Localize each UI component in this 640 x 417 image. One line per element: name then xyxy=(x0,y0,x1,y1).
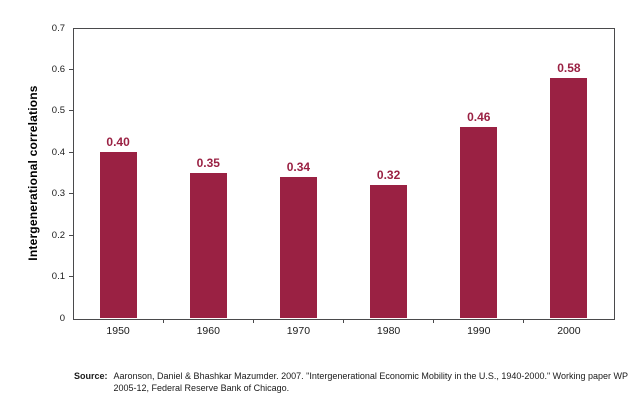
x-axis-tick-label: 1980 xyxy=(376,325,401,337)
x-axis-tick-label: 1960 xyxy=(196,325,220,337)
y-axis-tick xyxy=(69,234,73,236)
bar xyxy=(550,77,588,318)
bar xyxy=(370,185,408,318)
bar xyxy=(189,173,227,318)
y-axis-tick xyxy=(69,276,73,278)
x-axis-tick xyxy=(343,319,344,323)
y-axis-tick xyxy=(69,110,73,112)
x-axis-tick xyxy=(162,319,164,323)
x-axis-tick-label: 2000 xyxy=(557,325,581,337)
plot-area xyxy=(73,28,615,320)
y-axis-tick-label: 0.2 xyxy=(51,229,65,241)
bar xyxy=(460,127,498,318)
y-axis-tick xyxy=(69,68,73,70)
bar xyxy=(279,177,317,318)
y-axis-tick-label: 0.7 xyxy=(51,22,65,34)
y-axis-tick-label: 0.4 xyxy=(51,146,65,158)
bar-value-label: 0.35 xyxy=(196,156,220,170)
x-axis-tick-label: 1990 xyxy=(467,325,491,337)
x-axis-tick xyxy=(252,319,254,323)
bar-value-label: 0.34 xyxy=(286,160,311,175)
y-axis-tick-label: 0.5 xyxy=(51,105,65,117)
bar-value-label: 0.40 xyxy=(106,135,130,150)
y-axis-tick-label: 0.3 xyxy=(51,188,65,200)
y-axis-tick-label: 0 xyxy=(59,312,65,324)
x-axis-tick xyxy=(433,319,435,323)
x-axis-tick xyxy=(523,319,525,323)
x-axis-tick-label: 1970 xyxy=(286,325,311,337)
bar xyxy=(99,152,137,318)
bar-value-label: 0.46 xyxy=(467,110,491,125)
x-axis-tick-label: 1950 xyxy=(106,325,130,337)
source-text: Aaronson, Daniel & Bhashkar Mazumder. 20… xyxy=(113,371,628,393)
y-axis-tick xyxy=(69,151,73,153)
source-label: Source: xyxy=(74,371,108,381)
y-axis-tick-label: 0.1 xyxy=(51,271,65,283)
y-axis-tick xyxy=(69,193,73,195)
source-citation: Source: Aaronson, Daniel & Bhashkar Mazu… xyxy=(74,370,634,394)
bar-value-label: 0.32 xyxy=(376,168,401,183)
bar-value-label: 0.58 xyxy=(557,60,581,75)
y-axis-tick-label: 0.6 xyxy=(51,63,65,75)
